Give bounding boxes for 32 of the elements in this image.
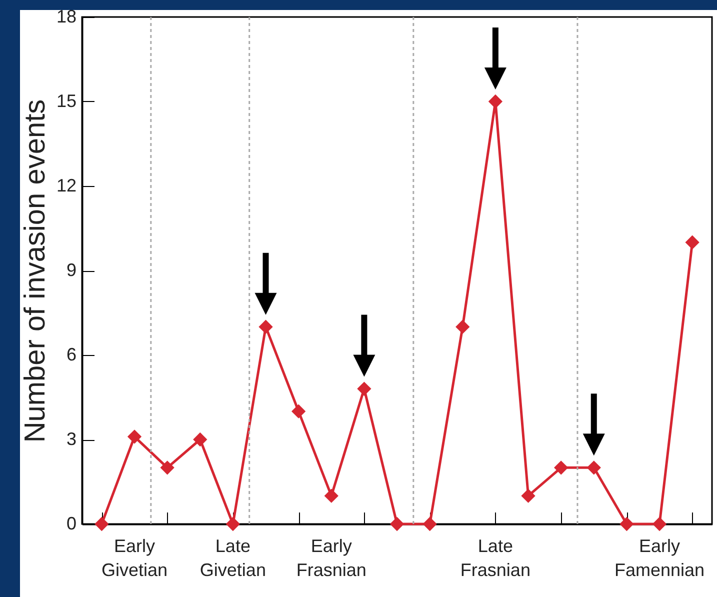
x-tick-label: Early Givetian	[101, 536, 168, 580]
point	[226, 516, 240, 532]
point	[357, 382, 372, 396]
y-tick-label: 15	[56, 91, 76, 111]
x-tick-label: Late Frasnian	[460, 536, 530, 580]
point	[422, 516, 437, 532]
x-tick-label: Late Givetian	[200, 536, 266, 580]
point	[94, 516, 109, 532]
point	[521, 488, 536, 503]
y-tick-label: 6	[66, 344, 76, 364]
y-tick-label: 9	[66, 260, 76, 280]
x-tick-label: Early Famennian	[614, 536, 705, 580]
y-axis-title: Number of invasion events	[19, 99, 52, 443]
y-tick-label: 0	[66, 514, 76, 534]
point	[324, 488, 338, 503]
point	[488, 94, 503, 109]
x-tick-label: Early Frasnian	[296, 536, 366, 580]
y-tick-label: 18	[56, 6, 76, 26]
point	[685, 235, 700, 250]
y-tick-label: 12	[56, 176, 76, 196]
point	[652, 516, 667, 532]
point	[390, 516, 404, 532]
point	[586, 460, 601, 475]
point	[193, 432, 208, 447]
point	[456, 320, 470, 334]
point	[554, 460, 568, 475]
point	[127, 430, 142, 444]
point	[160, 460, 174, 475]
point	[291, 404, 306, 418]
point	[258, 320, 273, 334]
y-tick-label: 3	[66, 429, 76, 449]
point	[620, 516, 634, 532]
